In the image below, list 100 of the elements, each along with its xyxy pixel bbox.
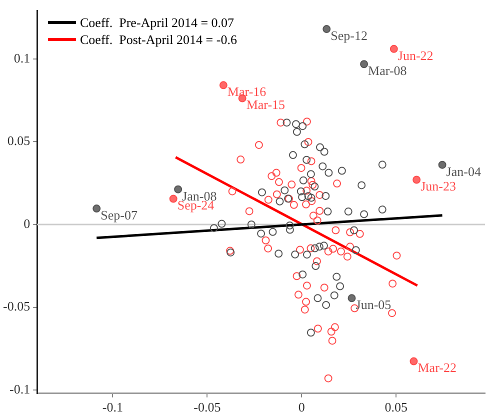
point (378, 160, 386, 169)
point (264, 244, 272, 252)
data-label: Mar-15 (246, 97, 286, 112)
data-label: Jun-23 (420, 178, 456, 194)
point (302, 298, 310, 306)
point (322, 300, 330, 309)
point (316, 143, 324, 152)
data-label: Jun-22 (398, 48, 434, 63)
point (315, 242, 324, 251)
point (294, 290, 302, 299)
point (174, 185, 182, 194)
point (298, 122, 307, 130)
point (412, 176, 421, 184)
point (291, 250, 300, 258)
x-tick-label: -0.05 (194, 400, 221, 415)
y-tick-label: 0.1 (14, 50, 30, 66)
y-tick-label: -0.1 (9, 382, 30, 397)
point (316, 206, 324, 215)
point (282, 118, 291, 127)
point (274, 250, 283, 258)
point (254, 140, 263, 149)
point (358, 181, 366, 190)
point (312, 257, 321, 266)
point (286, 226, 294, 234)
point (302, 282, 311, 290)
point (307, 194, 316, 202)
point (306, 328, 315, 337)
legend-label: Coeff. Post-April 2014 = -0.6 (80, 31, 237, 48)
point (348, 294, 356, 302)
point (258, 188, 266, 196)
point (288, 151, 297, 160)
point (299, 176, 308, 184)
point (316, 190, 324, 199)
point (306, 170, 315, 178)
point (438, 160, 446, 169)
point (314, 324, 322, 333)
data-label: Sep-12 (330, 28, 368, 43)
point (329, 244, 338, 253)
data-label: Mar-22 (418, 360, 456, 376)
point (302, 118, 311, 126)
legend-label: Coeff. Pre-April 2014 = 0.07 (80, 14, 234, 31)
point (296, 246, 304, 254)
data-label: Sep-07 (100, 207, 138, 222)
point (304, 138, 312, 146)
point (298, 270, 307, 278)
point (92, 204, 101, 213)
point (320, 242, 328, 250)
point (304, 192, 312, 200)
point (302, 200, 310, 208)
y-tick-label: -0.05 (2, 298, 30, 314)
point (300, 306, 309, 314)
point (288, 180, 296, 189)
point (332, 226, 340, 234)
point (296, 187, 305, 196)
point (388, 280, 397, 288)
x-tick-label: 0 (298, 400, 305, 415)
point (268, 172, 276, 180)
point (300, 140, 309, 148)
point (330, 323, 339, 332)
point (343, 252, 352, 261)
point (257, 230, 266, 238)
point (327, 328, 336, 336)
point (292, 128, 301, 136)
point (336, 282, 344, 290)
point (276, 118, 285, 127)
data-label: Mar-16 (227, 84, 267, 100)
point (245, 207, 254, 216)
point (356, 230, 364, 238)
point (378, 206, 386, 214)
point (322, 192, 330, 200)
point (352, 246, 360, 254)
point (210, 224, 218, 232)
point (320, 148, 328, 156)
point (313, 216, 322, 224)
point (328, 336, 336, 345)
point (228, 187, 236, 196)
point (338, 166, 346, 175)
point (344, 208, 352, 216)
point (310, 244, 319, 252)
point (268, 228, 277, 236)
point (324, 374, 332, 382)
point (274, 178, 283, 186)
point (309, 212, 318, 220)
point (307, 157, 316, 166)
point (297, 164, 306, 172)
point (218, 220, 226, 228)
point (332, 272, 341, 281)
point (388, 309, 396, 318)
point (333, 180, 342, 188)
point (314, 294, 322, 302)
y-tick-label: 0 (24, 216, 30, 231)
point (169, 194, 178, 203)
point (262, 236, 270, 244)
point (290, 200, 298, 209)
point (247, 220, 256, 228)
point (336, 247, 345, 256)
point (292, 120, 300, 128)
point (292, 272, 301, 280)
point (324, 247, 332, 256)
point (219, 81, 228, 90)
